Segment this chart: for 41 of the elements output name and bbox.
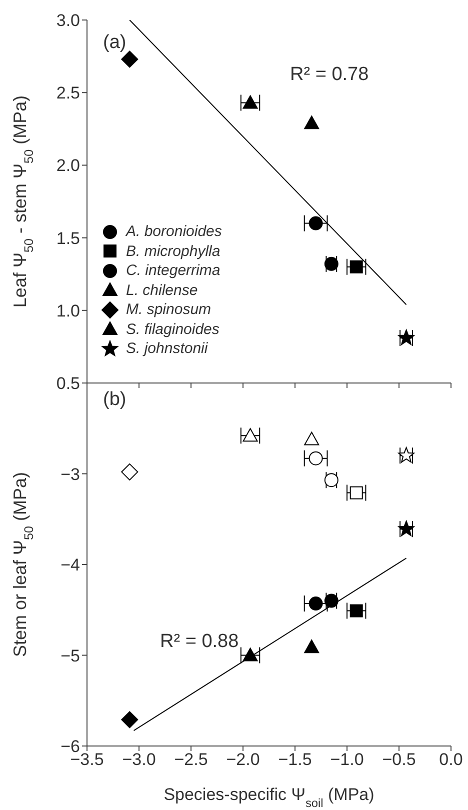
legend-label: B. microphylla <box>126 242 220 260</box>
point <box>308 216 323 230</box>
y-tick-label: −6 <box>60 737 80 756</box>
annotation: (b) <box>103 389 126 410</box>
point <box>350 486 363 500</box>
point <box>350 260 363 274</box>
y-tick-label: 2.5 <box>56 84 80 103</box>
point <box>308 596 323 611</box>
point <box>121 711 138 728</box>
x-tick-label: −1.5 <box>278 750 312 770</box>
point <box>121 463 138 480</box>
legend-label: C. integerrima <box>126 262 220 280</box>
point <box>121 50 138 68</box>
legend-label: S. johnstonii <box>126 340 208 358</box>
point <box>304 640 320 654</box>
point <box>304 432 320 446</box>
y-tick-label: 1.5 <box>56 228 80 248</box>
x-tick-label: −3.0 <box>122 750 156 770</box>
y-tick-label: −5 <box>60 646 80 666</box>
point <box>304 116 320 130</box>
annotation: R² = 0.78 <box>290 64 369 85</box>
x-tick-label: −2.5 <box>174 750 208 770</box>
x-tick-label: 0.0 <box>439 750 463 770</box>
legend-label: L. chilense <box>126 282 198 299</box>
legend-label: S. filaginoides <box>126 320 220 338</box>
y-tick-label: 2.0 <box>56 156 80 176</box>
point <box>308 451 323 466</box>
annotation: (a) <box>103 32 126 53</box>
legend-label: A. boronioides <box>126 223 222 240</box>
y-tick-label: 1.0 <box>56 301 80 320</box>
point <box>350 604 363 618</box>
x-tick-label: −2.0 <box>226 750 260 770</box>
y-tick-label: 0.5 <box>56 374 80 394</box>
x-axis-title: Species-specific Ψ$_{soil}$ (MPa) <box>164 785 374 810</box>
x-tick-label: −0.5 <box>382 750 416 770</box>
y-tick-label: −3 <box>60 464 80 484</box>
x-tick-label: −1.0 <box>330 750 364 770</box>
y-tick-label: 3.0 <box>56 11 80 30</box>
annotation: R² = 0.88 <box>160 631 239 652</box>
y-tick-label: −4 <box>60 556 80 575</box>
legend-label: M. spinosum <box>126 301 212 318</box>
